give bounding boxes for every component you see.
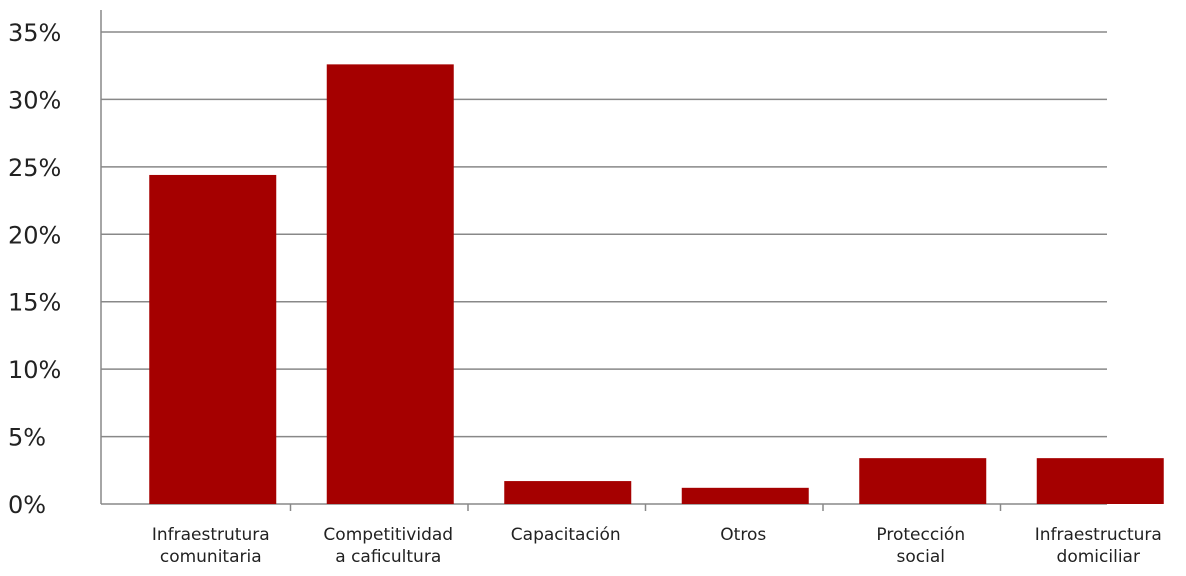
- y-tick-label: 20%: [8, 221, 61, 249]
- x-tick-label: Capacitación: [510, 525, 621, 545]
- bar: [1036, 458, 1164, 504]
- bar: [859, 458, 987, 504]
- y-tick-label: 30%: [8, 86, 61, 114]
- y-tick-label: 25%: [8, 154, 61, 182]
- y-tick-label: 0%: [8, 491, 46, 519]
- x-tick-label: Competitividad a caficultura: [323, 525, 454, 567]
- y-tick-label: 15%: [8, 289, 61, 317]
- x-tick-label: Infraestructura domiciliar: [1034, 525, 1162, 567]
- x-tick-label: Protección social: [876, 525, 966, 567]
- bar: [326, 64, 454, 504]
- y-tick-label: 35%: [8, 19, 61, 47]
- y-tick-label: 5%: [8, 424, 46, 452]
- bar: [504, 481, 632, 504]
- y-tick-label: 10%: [8, 356, 61, 384]
- bar: [149, 174, 277, 504]
- x-tick-label: Infraestrutura comunitaria: [151, 525, 270, 567]
- bar: [681, 487, 809, 504]
- x-tick-label: Otros: [720, 525, 767, 545]
